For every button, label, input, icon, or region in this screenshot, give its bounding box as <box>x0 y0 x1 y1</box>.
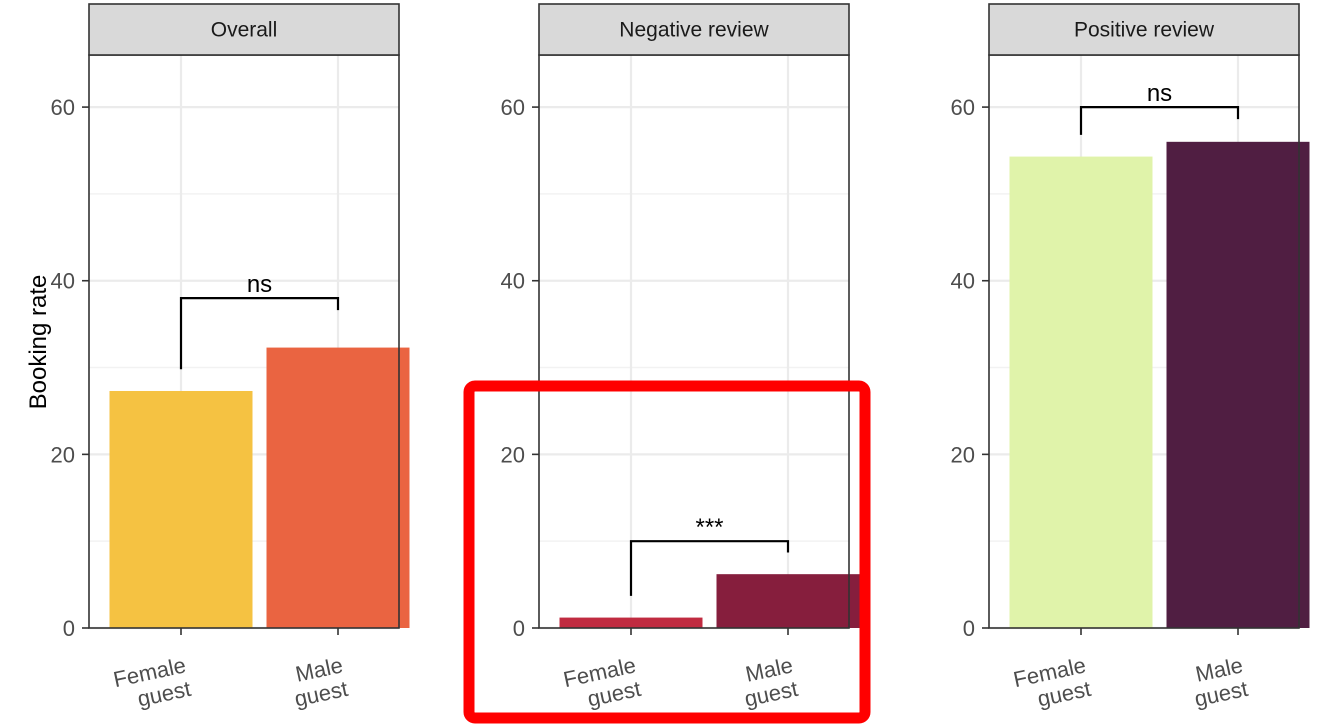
bar <box>716 574 860 628</box>
bar <box>266 347 410 628</box>
facet-panel: *** Negative review 0 20 40 60 Femaleguest Male… <box>501 3 860 715</box>
significance-label: *** <box>695 514 723 541</box>
significance-bracket <box>179 296 340 370</box>
bar <box>109 390 253 628</box>
facet-title: Overall <box>211 19 278 42</box>
significance-label: ns <box>1147 80 1172 107</box>
facet-strip <box>988 3 1300 56</box>
x-tick-label: Maleguest <box>287 652 350 711</box>
facet-panel: ns Positive review 0 20 40 60 Femaleguest Maleg… <box>951 3 1310 715</box>
y-tick-label: 20 <box>951 442 975 467</box>
x-tick-label: Femaleguest <box>561 652 643 715</box>
y-tick-label: 0 <box>963 616 975 641</box>
x-tick-label: Femaleguest <box>111 652 193 715</box>
x-tick-label: Maleguest <box>737 652 800 711</box>
y-tick-label: 60 <box>51 95 75 120</box>
highlight-box <box>463 380 871 724</box>
y-tick-label: 20 <box>51 442 75 467</box>
facet-strip <box>88 3 400 56</box>
y-tick-label: 0 <box>513 616 525 641</box>
y-axis-label: Booking rate <box>25 275 52 410</box>
y-tick-label: 60 <box>951 95 975 120</box>
y-tick-label: 20 <box>501 442 525 467</box>
facet-title: Positive review <box>1074 19 1215 42</box>
significance-bracket <box>629 540 790 596</box>
bar <box>1009 156 1153 628</box>
facet-panel: ns Overall 0 20 40 60 Femaleguest Maleguest <box>51 3 410 715</box>
facet-strip <box>538 3 850 56</box>
y-tick-label: 0 <box>63 616 75 641</box>
y-tick-label: 40 <box>51 269 75 294</box>
x-tick-label: Femaleguest <box>1011 652 1093 715</box>
x-tick-label: Maleguest <box>1187 652 1250 711</box>
bar <box>559 617 703 628</box>
significance-bracket <box>1079 105 1240 135</box>
bar <box>1166 141 1310 628</box>
y-tick-label: 40 <box>501 269 525 294</box>
y-tick-label: 40 <box>951 269 975 294</box>
significance-label: ns <box>247 271 272 298</box>
facet-title: Negative review <box>619 19 769 42</box>
panel-background <box>539 55 849 628</box>
y-tick-label: 60 <box>501 95 525 120</box>
